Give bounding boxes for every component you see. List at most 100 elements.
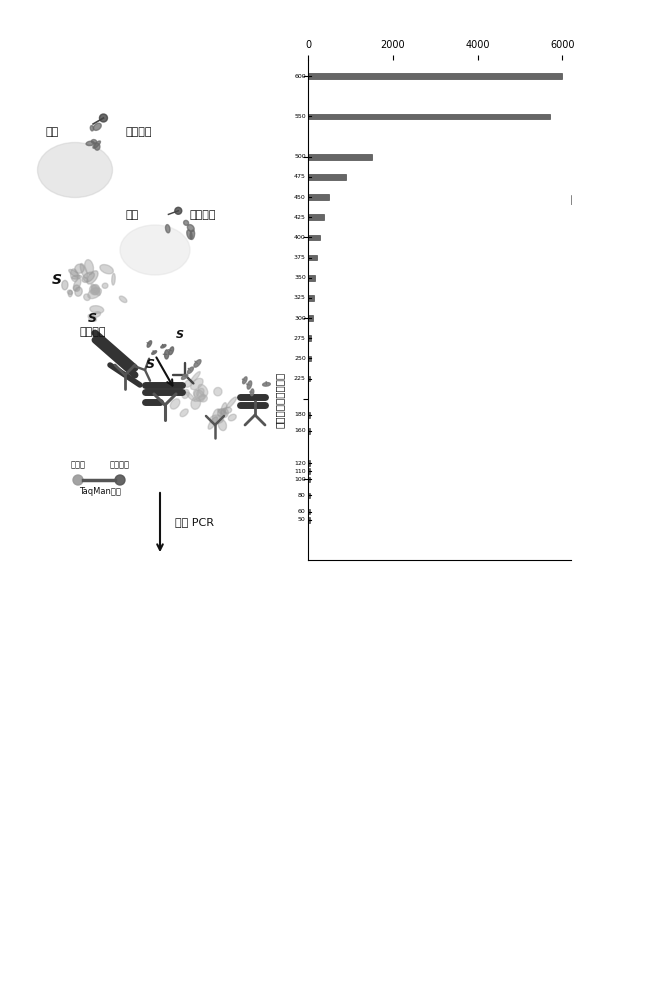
Bar: [308, 255, 317, 260]
Ellipse shape: [214, 387, 222, 396]
Ellipse shape: [84, 294, 90, 300]
Ellipse shape: [218, 409, 227, 415]
Ellipse shape: [92, 312, 100, 317]
Text: ：标准收获配体: ：标准收获配体: [520, 265, 566, 275]
Ellipse shape: [91, 140, 96, 144]
Text: 120: 120: [294, 461, 306, 466]
Text: 110: 110: [294, 469, 306, 474]
Text: 荧光: 荧光: [125, 210, 138, 220]
Ellipse shape: [62, 280, 68, 290]
Ellipse shape: [73, 278, 81, 291]
Text: 分裂产品: 分裂产品: [125, 127, 152, 137]
Ellipse shape: [354, 334, 361, 345]
Ellipse shape: [120, 225, 190, 275]
Text: 350: 350: [294, 275, 306, 280]
Ellipse shape: [188, 225, 194, 232]
Ellipse shape: [213, 409, 221, 423]
Ellipse shape: [194, 390, 205, 401]
Bar: [308, 412, 310, 418]
Text: 荧光团: 荧光团: [70, 460, 85, 470]
Ellipse shape: [345, 335, 351, 345]
Ellipse shape: [86, 141, 94, 146]
Ellipse shape: [190, 230, 195, 239]
Bar: [308, 73, 562, 79]
Text: S: S: [489, 213, 495, 223]
Ellipse shape: [340, 263, 348, 267]
Text: 250: 250: [294, 356, 306, 361]
Ellipse shape: [73, 285, 80, 291]
Bar: [308, 477, 310, 482]
Ellipse shape: [504, 335, 509, 341]
Text: ：标准物质: ：标准物质: [370, 265, 403, 275]
Ellipse shape: [197, 388, 204, 397]
Ellipse shape: [226, 397, 236, 408]
Text: ：收获配体: ：收获配体: [520, 335, 553, 345]
Ellipse shape: [221, 403, 226, 414]
Bar: [308, 275, 315, 281]
Text: S: S: [87, 312, 96, 324]
Text: 550: 550: [294, 114, 306, 119]
Ellipse shape: [191, 378, 203, 390]
Ellipse shape: [68, 290, 73, 294]
Ellipse shape: [83, 277, 88, 282]
Ellipse shape: [208, 417, 218, 429]
Ellipse shape: [93, 123, 101, 130]
Text: 实时 PCR: 实时 PCR: [175, 517, 214, 527]
Ellipse shape: [224, 407, 232, 413]
Text: 425: 425: [294, 215, 306, 220]
Bar: [308, 356, 311, 361]
Ellipse shape: [180, 409, 188, 417]
Ellipse shape: [194, 390, 199, 397]
Bar: [308, 460, 310, 466]
Text: TaqMan探针: TaqMan探针: [79, 488, 121, 496]
Ellipse shape: [184, 220, 189, 225]
Ellipse shape: [165, 225, 170, 233]
Text: 275: 275: [294, 336, 306, 341]
Bar: [308, 493, 310, 498]
Bar: [308, 154, 372, 160]
Ellipse shape: [198, 384, 208, 396]
Text: 180: 180: [294, 412, 306, 417]
Circle shape: [115, 475, 125, 485]
Ellipse shape: [184, 380, 192, 387]
Ellipse shape: [182, 389, 190, 399]
Ellipse shape: [182, 374, 188, 379]
Ellipse shape: [93, 141, 100, 148]
Bar: [308, 114, 550, 119]
Text: 60: 60: [298, 509, 306, 514]
Bar: [308, 295, 314, 301]
Text: PCR: PCR: [350, 505, 372, 515]
Ellipse shape: [87, 271, 98, 284]
Text: 分裂产品: 分裂产品: [190, 210, 216, 220]
Ellipse shape: [247, 381, 252, 389]
Text: S: S: [52, 273, 62, 287]
Ellipse shape: [221, 408, 228, 418]
Text: 450: 450: [294, 195, 306, 200]
Ellipse shape: [89, 285, 100, 295]
Bar: [308, 509, 310, 514]
Text: 500: 500: [294, 154, 306, 159]
Text: ：分析用配体: ：分析用配体: [370, 195, 410, 205]
Ellipse shape: [152, 351, 157, 354]
Ellipse shape: [188, 367, 194, 374]
Ellipse shape: [90, 306, 104, 313]
Text: ：标准分析用配体: ：标准分析用配体: [520, 195, 573, 205]
Text: 160: 160: [294, 428, 306, 433]
Circle shape: [100, 114, 108, 122]
Ellipse shape: [194, 396, 206, 401]
Ellipse shape: [342, 338, 356, 345]
Ellipse shape: [85, 260, 94, 274]
Bar: [308, 315, 312, 321]
Ellipse shape: [102, 283, 108, 288]
Ellipse shape: [194, 360, 201, 367]
Circle shape: [174, 207, 182, 214]
Ellipse shape: [187, 230, 192, 239]
Text: 淡灭基团: 淡灭基团: [110, 460, 130, 470]
Ellipse shape: [161, 345, 166, 348]
Text: S: S: [335, 341, 342, 351]
Ellipse shape: [165, 350, 169, 359]
Ellipse shape: [171, 399, 180, 409]
Bar: [308, 174, 346, 180]
Bar: [308, 428, 310, 434]
Ellipse shape: [75, 264, 84, 273]
